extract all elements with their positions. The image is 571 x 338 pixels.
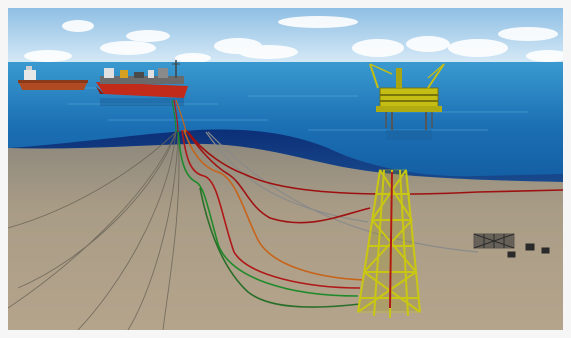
fpso-vessel (96, 60, 188, 98)
fpso-riser-bundle (171, 99, 187, 133)
risers (177, 129, 563, 308)
platform-reflection (386, 130, 432, 140)
offshore-scene-svg (8, 8, 563, 330)
sky (8, 8, 563, 68)
offshore-platform (369, 63, 445, 130)
seabed (8, 143, 563, 330)
jacket-riser-red (389, 171, 393, 309)
umbilicals (205, 131, 479, 253)
seabed-cables (8, 131, 180, 330)
subsea-manifold (473, 233, 550, 258)
shuttle-tanker (18, 66, 88, 90)
fpso-reflection (100, 98, 184, 106)
offshore-field-illustration (8, 8, 563, 330)
clouds (24, 16, 563, 63)
